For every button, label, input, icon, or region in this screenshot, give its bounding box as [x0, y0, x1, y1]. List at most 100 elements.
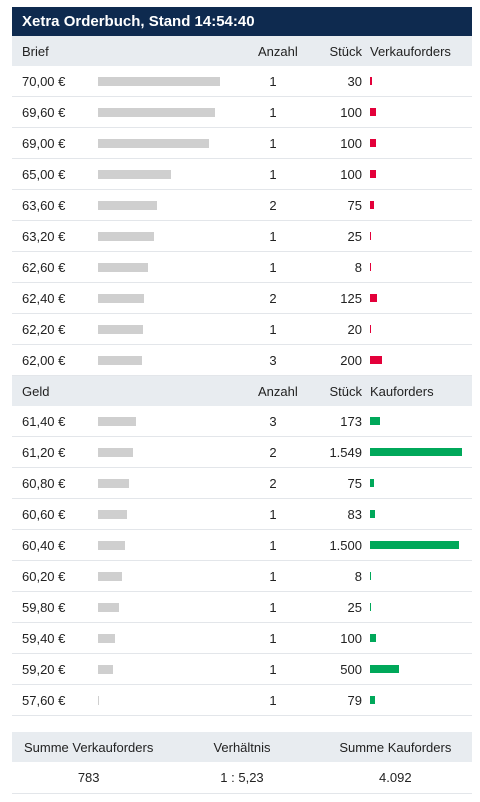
summary-table: Summe Verkauforders Verhältnis Summe Kau…	[12, 732, 472, 794]
bid-row: 60,80 € 2 75	[12, 467, 472, 499]
ask-price: 62,00 €	[12, 344, 98, 376]
ask-depth-bar	[98, 169, 171, 179]
bid-count: 1	[258, 529, 288, 561]
bid-depth-bar	[98, 602, 119, 612]
ask-count: 2	[258, 282, 288, 314]
ask-volume-cell	[370, 220, 472, 252]
ask-row: 62,40 € 2 125	[12, 282, 472, 314]
bid-volume-bar	[370, 665, 399, 673]
bid-depth-cell	[98, 498, 258, 530]
bid-row: 57,60 € 1 79	[12, 684, 472, 716]
ask-row: 69,60 € 1 100	[12, 96, 472, 128]
ask-volume-cell	[370, 313, 472, 345]
summary-buy-value: 4.092	[318, 762, 472, 794]
ask-volume-bar	[370, 170, 376, 178]
bid-depth-cell	[98, 406, 258, 437]
bid-volume-cell	[370, 684, 472, 716]
ask-row: 62,00 € 3 200	[12, 344, 472, 376]
ask-depth-cell	[98, 344, 258, 376]
bid-qty: 1.549	[288, 436, 370, 468]
ask-volume-bar	[370, 294, 377, 302]
summary-buy-label: Summe Kauforders	[318, 732, 472, 762]
bid-count: 1	[258, 591, 288, 623]
bid-volume-cell	[370, 622, 472, 654]
bid-volume-bar	[370, 448, 462, 456]
ask-depth-bar	[98, 138, 209, 148]
ask-qty-header: Stück	[288, 36, 370, 66]
ask-price: 63,20 €	[12, 220, 98, 252]
bid-price: 59,20 €	[12, 653, 98, 685]
ask-depth-cell	[98, 158, 258, 190]
bid-qty: 500	[288, 653, 370, 685]
ask-qty: 8	[288, 251, 370, 283]
ask-depth-bar	[98, 293, 144, 303]
ask-qty: 125	[288, 282, 370, 314]
ask-row: 62,60 € 1 8	[12, 251, 472, 283]
bid-price-header: Geld	[12, 375, 98, 406]
ask-depth-bar	[98, 107, 215, 117]
bid-volume-cell	[370, 406, 472, 437]
bid-row: 61,40 € 3 173	[12, 406, 472, 437]
bid-count: 1	[258, 684, 288, 716]
ask-qty: 100	[288, 96, 370, 128]
bid-count: 2	[258, 467, 288, 499]
ask-volume-cell	[370, 344, 472, 376]
bid-volume-bar	[370, 417, 380, 425]
bid-depth-cell	[98, 436, 258, 468]
bid-count: 3	[258, 406, 288, 437]
ask-volume-cell	[370, 66, 472, 97]
bid-depth-bar	[98, 540, 125, 550]
bid-qty: 75	[288, 467, 370, 499]
bid-row: 59,40 € 1 100	[12, 622, 472, 654]
bid-count: 1	[258, 653, 288, 685]
bid-depth-cell	[98, 560, 258, 592]
ask-price: 69,60 €	[12, 96, 98, 128]
bid-row: 60,60 € 1 83	[12, 498, 472, 530]
ask-volume-cell	[370, 158, 472, 190]
ask-volume-bar	[370, 232, 371, 240]
ask-qty: 20	[288, 313, 370, 345]
ask-row: 65,00 € 1 100	[12, 158, 472, 190]
bid-orders-header: Kauforders	[370, 375, 472, 406]
summary-ratio-label: Verhältnis	[165, 732, 319, 762]
orderbook-title: Xetra Orderbuch, Stand 14:54:40	[12, 7, 472, 36]
summary-sell-label: Summe Verkauforders	[12, 732, 166, 762]
ask-volume-bar	[370, 356, 382, 364]
ask-depth-cell	[98, 66, 258, 97]
bid-volume-bar	[370, 479, 374, 487]
bid-volume-cell	[370, 529, 472, 561]
bid-section: Geld Anzahl Stück Kauforders 61,40 € 3 173…	[12, 375, 472, 716]
bid-volume-bar	[370, 696, 375, 704]
bid-volume-cell	[370, 467, 472, 499]
bid-depth-bar	[98, 695, 99, 705]
ask-count: 1	[258, 251, 288, 283]
ask-volume-cell	[370, 189, 472, 221]
bid-depth-cell	[98, 529, 258, 561]
ask-price: 69,00 €	[12, 127, 98, 159]
ask-depth-cell	[98, 127, 258, 159]
bid-depth-bar	[98, 509, 127, 519]
ask-row: 63,20 € 1 25	[12, 220, 472, 252]
ask-volume-bar	[370, 201, 374, 209]
bid-row: 60,20 € 1 8	[12, 560, 472, 592]
ask-price: 62,60 €	[12, 251, 98, 283]
ask-depth-bar	[98, 231, 154, 241]
summary-value-row: 783 1 : 5,23 4.092	[12, 762, 472, 794]
orderbook-widget: Xetra Orderbuch, Stand 14:54:40 Brief An…	[12, 7, 472, 794]
bid-price: 59,80 €	[12, 591, 98, 623]
ask-depth-bar	[98, 355, 142, 365]
bid-volume-bar	[370, 541, 459, 549]
ask-price-header: Brief	[12, 36, 98, 66]
bid-qty: 83	[288, 498, 370, 530]
ask-volume-cell	[370, 96, 472, 128]
bid-qty: 8	[288, 560, 370, 592]
bid-qty: 79	[288, 684, 370, 716]
ask-qty: 75	[288, 189, 370, 221]
bid-depth-bar	[98, 664, 113, 674]
ask-volume-bar	[370, 263, 371, 271]
ask-row: 70,00 € 1 30	[12, 66, 472, 97]
bid-header-row: Geld Anzahl Stück Kauforders	[12, 375, 472, 406]
ask-count: 1	[258, 313, 288, 345]
ask-price: 65,00 €	[12, 158, 98, 190]
ask-count: 1	[258, 66, 288, 97]
